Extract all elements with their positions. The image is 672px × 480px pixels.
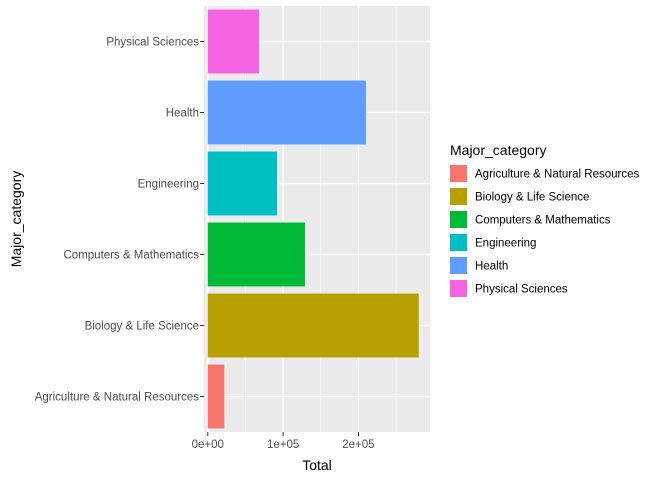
legend-label: Physical Sciences [475,284,568,296]
panel-background [204,6,430,432]
legend-title: Major_category [450,142,547,158]
bar [207,293,419,358]
legend-key [450,257,467,274]
bar [207,9,259,74]
legend-label: Agriculture & Natural Resources [475,169,640,181]
y-tick-label: Physical Sciences [106,37,199,49]
x-tick-label: 1e+05 [267,439,299,451]
y-tick-label: Agriculture & Natural Resources [35,392,200,404]
y-tick-label: Engineering [138,179,199,191]
legend-key [450,211,467,228]
bar [207,364,225,429]
legend-key [450,280,467,297]
y-tick-label: Computers & Mathematics [64,250,200,262]
y-axis-title: Major_category [8,171,24,268]
x-tick-label: 2e+05 [342,439,374,451]
legend-label: Engineering [475,238,536,250]
legend-label: Biology & Life Science [475,192,589,204]
legend-label: Computers & Mathematics [475,215,611,227]
legend-key [450,234,467,251]
bars [207,9,419,429]
y-axis: Agriculture & Natural Resources Biology &… [35,37,204,404]
y-tick-label: Biology & Life Science [85,321,199,333]
legend-key [450,165,467,182]
bar [207,222,305,287]
y-tick-label: Health [166,108,199,120]
bar [207,80,366,145]
legend-key [450,188,467,205]
x-tick-label: 0e+00 [192,439,224,451]
bar [207,151,278,216]
x-axis: 0e+00 1e+05 2e+05 [192,432,375,451]
legend-label: Health [475,261,508,273]
legend: Major_category Agriculture & Natural Res… [450,142,640,297]
x-axis-title: Total [302,457,332,473]
